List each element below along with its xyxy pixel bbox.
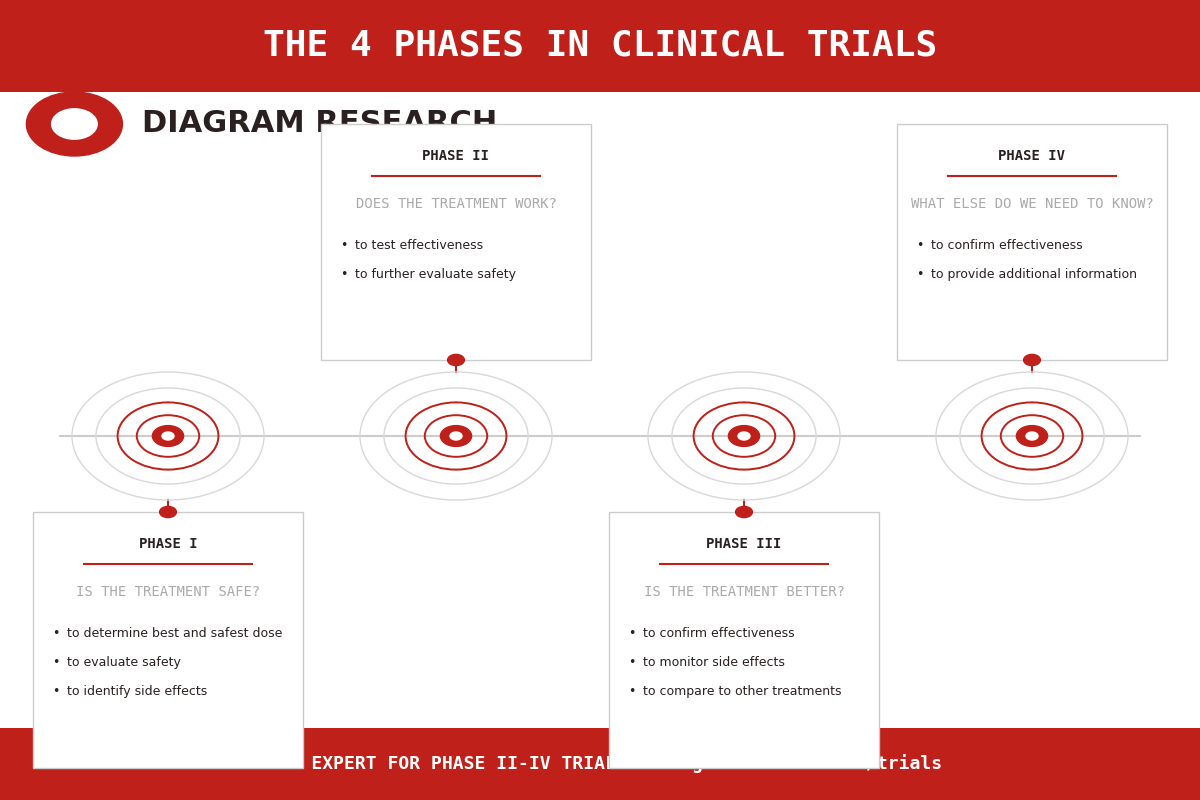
- Text: PHASE II: PHASE II: [422, 149, 490, 163]
- Circle shape: [152, 426, 184, 446]
- Circle shape: [160, 506, 176, 518]
- Text: •: •: [341, 239, 348, 252]
- Text: PHASE IV: PHASE IV: [998, 149, 1066, 163]
- Text: •: •: [341, 268, 348, 281]
- Text: to confirm effectiveness: to confirm effectiveness: [643, 627, 794, 640]
- Circle shape: [1024, 354, 1040, 366]
- Text: to test effectiveness: to test effectiveness: [355, 239, 482, 252]
- FancyBboxPatch shape: [34, 512, 302, 768]
- Circle shape: [738, 432, 750, 440]
- Text: to further evaluate safety: to further evaluate safety: [355, 268, 516, 281]
- Text: WHAT ELSE DO WE NEED TO KNOW?: WHAT ELSE DO WE NEED TO KNOW?: [911, 197, 1153, 211]
- FancyBboxPatch shape: [0, 728, 1200, 800]
- Text: to confirm effectiveness: to confirm effectiveness: [931, 239, 1082, 252]
- Text: YOUR EXPERT FOR PHASE II-IV TRIALS - diagramresearch.com/trials: YOUR EXPERT FOR PHASE II-IV TRIALS - dia…: [258, 754, 942, 774]
- Text: •: •: [629, 627, 636, 640]
- Circle shape: [1026, 432, 1038, 440]
- Text: IS THE TREATMENT SAFE?: IS THE TREATMENT SAFE?: [76, 585, 260, 599]
- Text: IS THE TREATMENT BETTER?: IS THE TREATMENT BETTER?: [643, 585, 845, 599]
- Circle shape: [1016, 426, 1048, 446]
- Text: •: •: [917, 239, 924, 252]
- Text: •: •: [629, 656, 636, 669]
- FancyBboxPatch shape: [896, 124, 1166, 360]
- Text: •: •: [53, 627, 60, 640]
- Text: PHASE I: PHASE I: [139, 537, 197, 551]
- Circle shape: [450, 432, 462, 440]
- FancyBboxPatch shape: [608, 512, 878, 768]
- Circle shape: [440, 426, 472, 446]
- Text: •: •: [917, 268, 924, 281]
- Text: DIAGRAM RESEARCH: DIAGRAM RESEARCH: [142, 110, 497, 138]
- Circle shape: [162, 432, 174, 440]
- Text: to compare to other treatments: to compare to other treatments: [643, 685, 841, 698]
- Text: •: •: [53, 656, 60, 669]
- Text: •: •: [53, 685, 60, 698]
- Text: DOES THE TREATMENT WORK?: DOES THE TREATMENT WORK?: [355, 197, 557, 211]
- Text: PHASE III: PHASE III: [707, 537, 781, 551]
- Circle shape: [448, 354, 464, 366]
- FancyBboxPatch shape: [322, 124, 592, 360]
- Circle shape: [52, 109, 97, 139]
- Circle shape: [26, 92, 122, 156]
- FancyBboxPatch shape: [0, 0, 1200, 92]
- Text: to evaluate safety: to evaluate safety: [67, 656, 180, 669]
- Text: THE 4 PHASES IN CLINICAL TRIALS: THE 4 PHASES IN CLINICAL TRIALS: [263, 29, 937, 63]
- Circle shape: [728, 426, 760, 446]
- Text: to monitor side effects: to monitor side effects: [643, 656, 785, 669]
- Text: to provide additional information: to provide additional information: [931, 268, 1136, 281]
- Text: •: •: [629, 685, 636, 698]
- Text: to determine best and safest dose: to determine best and safest dose: [67, 627, 282, 640]
- Circle shape: [736, 506, 752, 518]
- Text: to identify side effects: to identify side effects: [67, 685, 206, 698]
